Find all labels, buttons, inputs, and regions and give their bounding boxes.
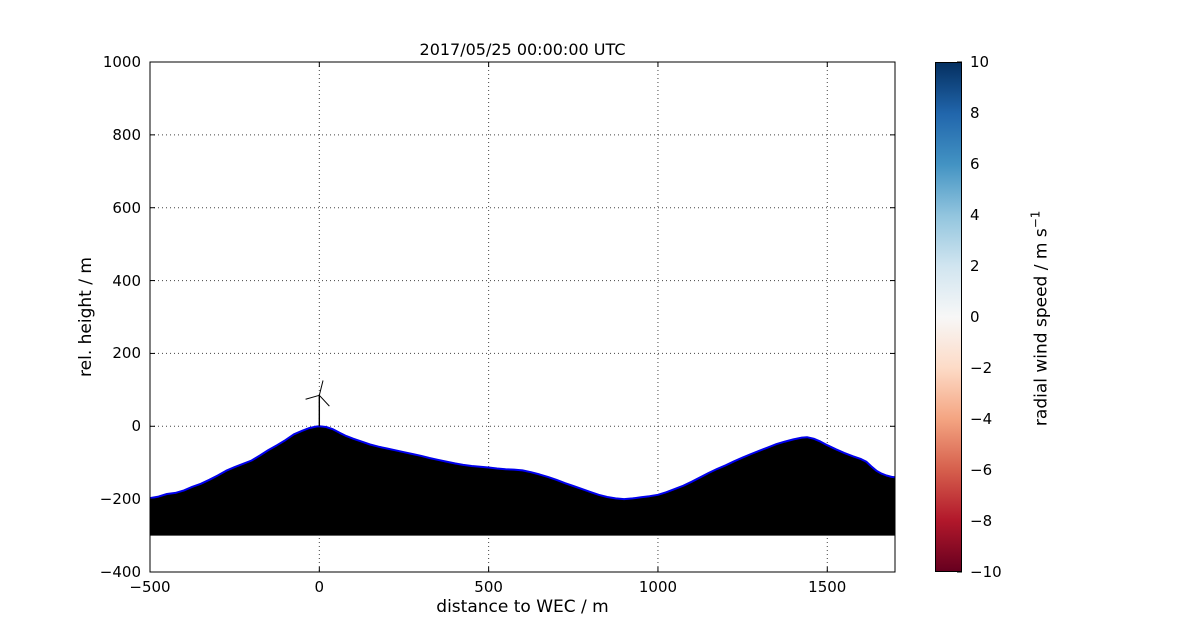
terrain-surface-line [149, 425, 896, 501]
colorbar-label-text: radial wind speed / m s [1031, 228, 1052, 427]
x-tick-label: 0 [314, 578, 325, 596]
colorbar-label: radial wind speed / m s−1 [1029, 108, 1052, 528]
colorbar-tick-label: −2 [970, 359, 993, 377]
wind-turbine-blade [305, 394, 320, 400]
colorbar-tick-label: 2 [970, 257, 980, 275]
x-tick-label: 1500 [808, 578, 847, 596]
colorbar-tick-label: 6 [970, 155, 980, 173]
y-tick-label: 400 [112, 271, 141, 290]
y-tick-label: −400 [99, 563, 141, 581]
colorbar-tick-label: 0 [970, 308, 980, 326]
y-tick-label: 1000 [102, 53, 141, 71]
x-tick-label: 500 [474, 578, 503, 596]
x-tick-label: 1000 [638, 578, 678, 596]
y-tick-label: 800 [112, 125, 141, 144]
colorbar-tick-label: −10 [970, 563, 1002, 581]
colorbar [935, 62, 962, 572]
y-axis-label: rel. height / m [76, 257, 96, 377]
colorbar-tick-label: 4 [970, 206, 980, 224]
y-tick-label: −200 [99, 490, 141, 509]
colorbar-tick-label: −6 [970, 461, 993, 479]
colorbar-tick-label: 10 [970, 53, 990, 71]
colorbar-tick-label: −8 [970, 512, 993, 530]
axes-frame [149, 61, 896, 573]
x-tick-label: −500 [129, 578, 171, 596]
x-axis-label: distance to WEC / m [436, 597, 609, 617]
y-tick-label: 600 [112, 198, 141, 217]
wind-turbine-blade [318, 394, 330, 407]
colorbar-label-exponent: −1 [1028, 210, 1043, 229]
y-tick-label: 0 [131, 417, 141, 436]
colorbar-tick-label: −4 [970, 410, 993, 428]
wind-turbine-blade [318, 380, 324, 396]
colorbar-tick-label: 8 [970, 104, 980, 122]
y-tick-label: 200 [112, 344, 141, 363]
terrain-silhouette [150, 426, 895, 536]
chart-title: 2017/05/25 00:00:00 UTC [419, 40, 626, 59]
